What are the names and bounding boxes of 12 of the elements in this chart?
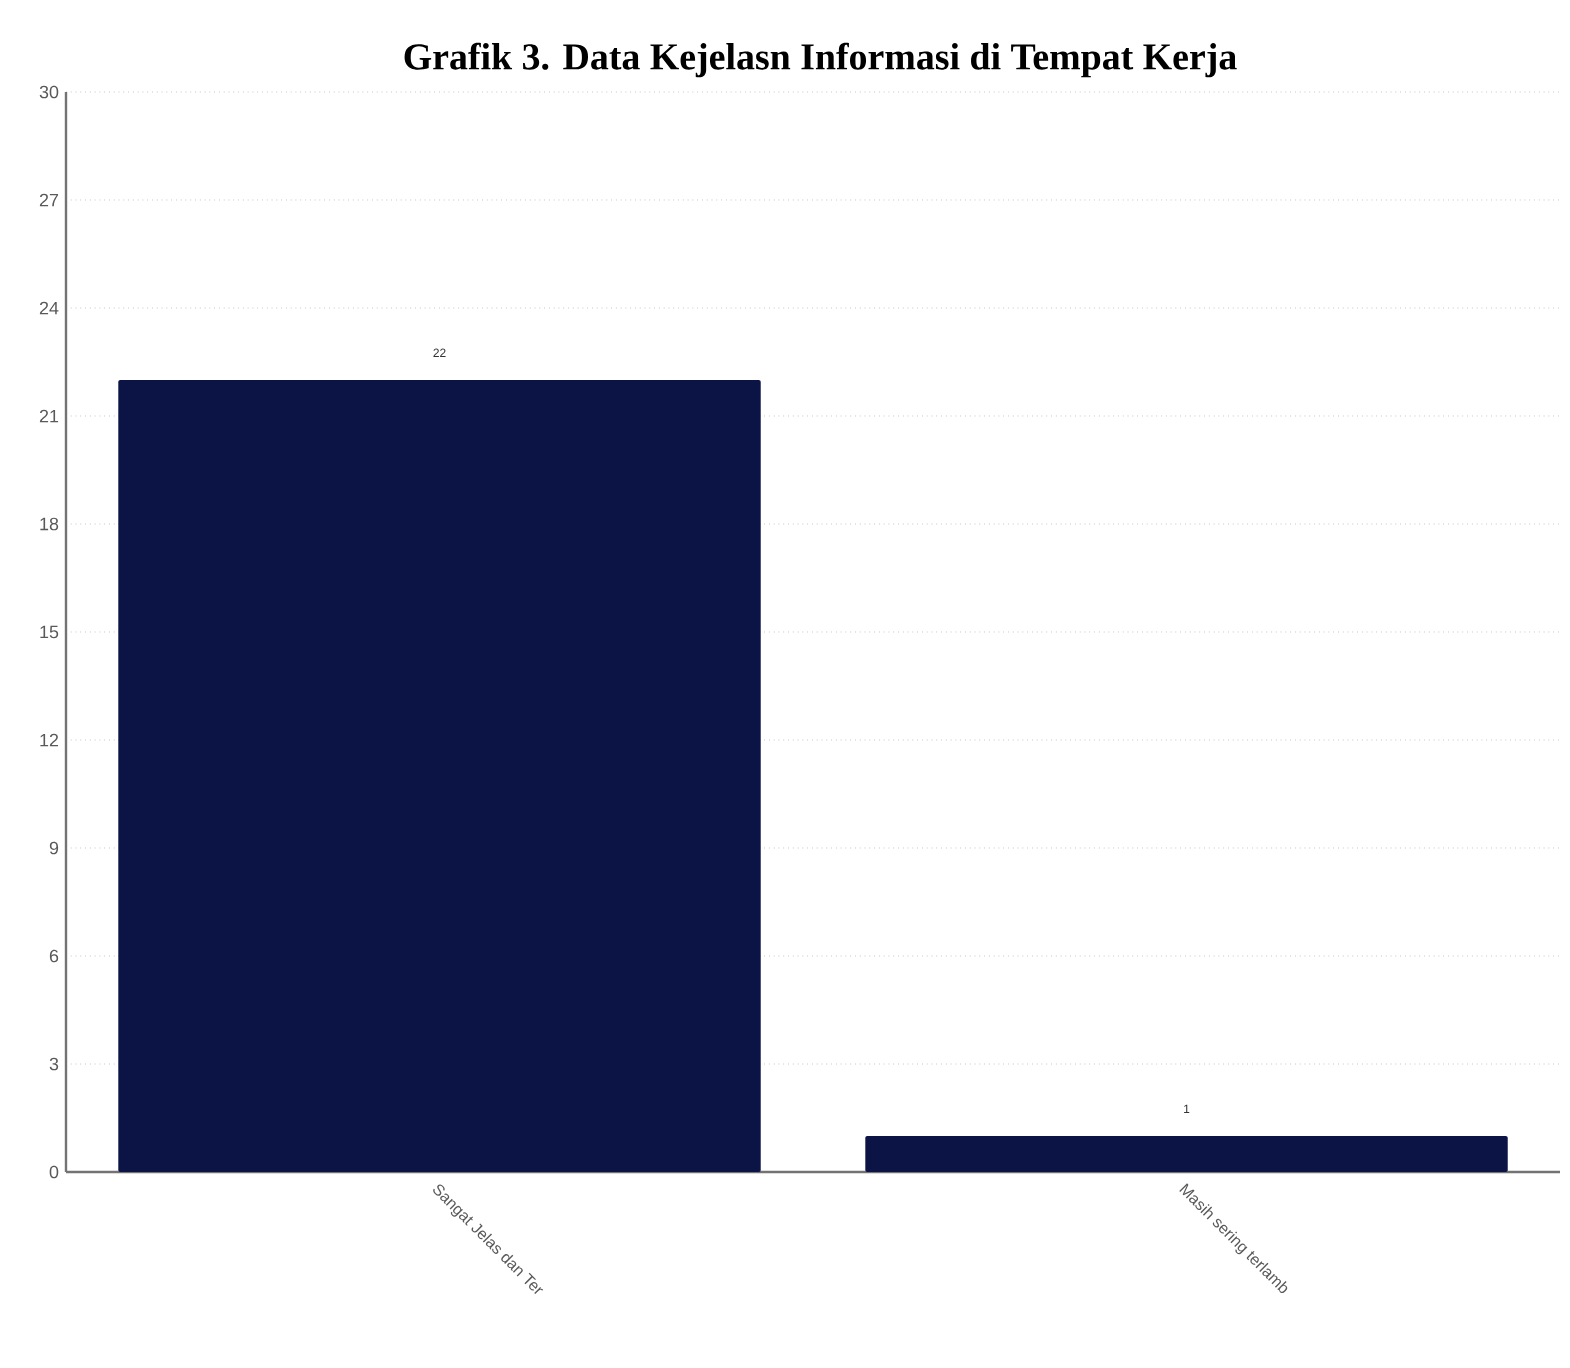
y-tick-label: 9 xyxy=(49,841,59,855)
y-tick-label: 27 xyxy=(39,193,59,207)
chart-title: Grafik 3. Data Kejelasn Informasi di Tempat Kerja xyxy=(404,42,1237,78)
y-tick-label: 15 xyxy=(40,625,59,639)
y-tick-label: 24 xyxy=(39,301,59,315)
y-tick-label: 3 xyxy=(49,1057,59,1071)
y-tick-label: 30 xyxy=(39,85,59,99)
y-tick-label: 21 xyxy=(39,409,59,423)
y-tick-label: 18 xyxy=(40,517,59,531)
y-tick-label: 6 xyxy=(49,949,59,963)
y-tick-label: 0 xyxy=(49,1165,59,1179)
y-tick-label: 12 xyxy=(40,733,59,747)
